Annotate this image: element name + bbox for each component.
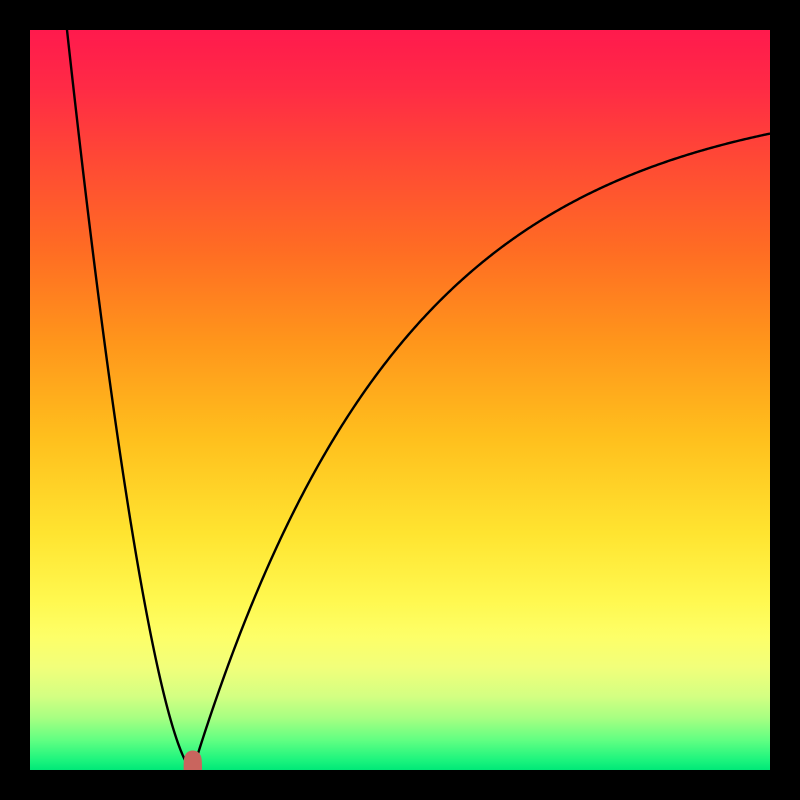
plot-frame-left — [0, 0, 30, 800]
cusp-marker — [190, 757, 196, 770]
plot-frame-right — [770, 0, 800, 800]
plot-frame-bottom — [0, 770, 800, 800]
plot-frame-top — [0, 0, 800, 30]
plot-background — [30, 30, 770, 770]
bottleneck-chart — [0, 0, 800, 800]
